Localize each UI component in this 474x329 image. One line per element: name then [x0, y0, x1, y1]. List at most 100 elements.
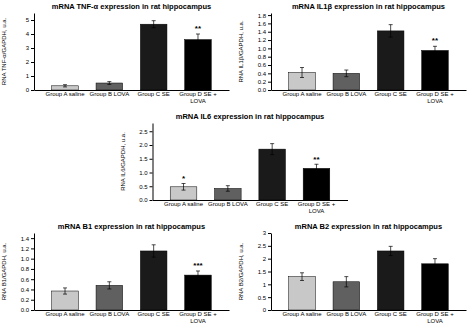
error-bar — [344, 70, 348, 77]
title: mRNA IL6 expression in rat hippocampus — [176, 112, 325, 121]
tick-mark — [31, 238, 34, 239]
bar — [259, 149, 286, 200]
tick-mark — [31, 310, 34, 311]
tick-mark — [31, 62, 34, 63]
tick-label: 1.4 — [21, 236, 30, 242]
tick-mark — [268, 48, 271, 49]
axis-line — [153, 124, 154, 201]
tick-label: Group A saline — [46, 311, 86, 317]
bar — [140, 251, 167, 310]
tick-label: 0.2 — [258, 79, 267, 85]
tick: Group B LOVA — [327, 91, 367, 97]
tick: 2 — [263, 256, 271, 262]
y-axis-title: RNA TNF-α/GAPDH, u.a. — [1, 17, 7, 85]
tick-label: 0.8 — [258, 54, 267, 60]
tick: Group D SE +LOVA — [298, 201, 336, 214]
error-bar — [152, 21, 156, 28]
panel: 0.00.20.40.60.81.01.21.41.61.8Group A sa… — [238, 2, 467, 104]
tick-mark — [268, 233, 271, 234]
tick: 0.0 — [258, 87, 271, 93]
tick-label: 5 — [26, 17, 30, 23]
panel: 0.00.51.01.52.02.5Group A salineGroup B … — [120, 112, 349, 214]
figure: 0 1 2 3 4 5 Group A saline Group B LOVA Group C … — [0, 0, 474, 329]
tick: 1.2 — [258, 37, 271, 43]
tick: 0 — [26, 87, 34, 93]
tick-label: 2 — [263, 256, 267, 262]
tick-label: 1.5 — [139, 156, 148, 162]
error-bar — [300, 68, 304, 78]
bar — [185, 40, 212, 90]
tick-mark — [268, 40, 271, 41]
tick-label: Group A saline — [46, 91, 86, 97]
tick-label: Group D SE +LOVA — [298, 201, 336, 214]
tick-mark — [150, 145, 153, 146]
tick: Group D SE +LOVA — [179, 311, 217, 324]
bar — [377, 31, 404, 90]
tick: 1.4 — [258, 29, 271, 35]
tick-mark — [150, 131, 153, 132]
marks — [52, 245, 212, 310]
panel: 00.511.522.53Group A salineGroup B LOVAG… — [238, 222, 467, 324]
tick: Group D SE +LOVA — [416, 91, 454, 104]
y-axis-title: RNA IL1β/GAPDH, u.a. — [238, 20, 244, 82]
tick-label: 1 — [26, 73, 30, 79]
tick: 1.0 — [139, 170, 152, 176]
tick: 0.6 — [21, 277, 34, 283]
tick-label: 0.6 — [258, 62, 267, 68]
tick: 0.2 — [258, 79, 271, 85]
tick-label: Group A saline — [283, 311, 323, 317]
tick-label: Group D SE +LOVA — [416, 91, 454, 104]
error-bar — [389, 246, 393, 255]
tick-label: Group B LOVA — [90, 311, 130, 317]
panel: 0.00.20.40.60.81.01.21.4Group A salineGr… — [1, 222, 230, 324]
error-bar — [433, 46, 437, 54]
bar — [185, 275, 212, 310]
tick-label: 3 — [263, 230, 267, 236]
tick-mark — [31, 289, 34, 290]
tick-label: 1.5 — [258, 269, 267, 275]
tick: 0.5 — [258, 295, 271, 301]
tick: Group B LOVA — [208, 201, 248, 207]
bar — [289, 277, 316, 310]
title: mRNA IL1β expression in rat hippocampus — [292, 2, 445, 11]
tick: Group C SE — [374, 311, 406, 317]
error-bar — [63, 288, 67, 294]
marks — [52, 21, 212, 90]
error-bar — [182, 184, 186, 191]
tick-label: Group A saline — [283, 91, 323, 97]
tick: 0.5 — [139, 184, 152, 190]
tick-label: 0.0 — [21, 307, 30, 313]
error-bar — [63, 85, 67, 87]
tick-label: 2.5 — [258, 243, 267, 249]
tick-mark — [268, 65, 271, 66]
tick-mark — [31, 76, 34, 77]
significance-marker: ** — [432, 36, 439, 45]
error-bar — [433, 259, 437, 269]
x-axis: Group A salineGroup B LOVAGroup C SEGrou… — [35, 311, 230, 324]
tick-label: 4 — [26, 31, 30, 37]
tick-label: Group C SE — [374, 311, 406, 317]
tick: 1.0 — [258, 46, 271, 52]
axis-line — [34, 234, 35, 311]
tick-label: 3 — [26, 45, 30, 51]
tick: 1.5 — [258, 269, 271, 275]
tick: Group B LOVA — [327, 311, 367, 317]
tick: Group D SE +LOVA — [179, 91, 217, 104]
tick-label: 0.5 — [258, 295, 267, 301]
tick: Group A saline — [164, 201, 204, 207]
tick: 0.8 — [21, 266, 34, 272]
error-bar — [389, 25, 393, 37]
y-axis: 0.00.20.40.60.81.01.21.4 — [21, 234, 35, 314]
tick-label: 0.2 — [21, 297, 30, 303]
tick-mark — [268, 246, 271, 247]
significance-marker: ** — [195, 24, 202, 33]
error-bar — [196, 271, 200, 279]
tick: 3 — [26, 45, 34, 51]
bar — [422, 50, 449, 90]
tick-label: 1.8 — [258, 13, 267, 19]
tick: 0.8 — [258, 54, 271, 60]
tick: 3 — [263, 230, 271, 236]
tick: 1.2 — [21, 246, 34, 252]
tick: Group A saline — [283, 311, 323, 317]
tick-mark — [268, 259, 271, 260]
